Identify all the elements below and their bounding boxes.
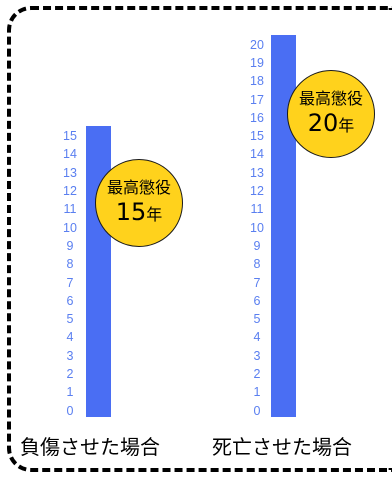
scale-tick-13: 13 — [250, 165, 264, 180]
scale-tick-8: 8 — [253, 257, 261, 272]
scale-tick-10: 10 — [63, 220, 77, 235]
scale-tick-11: 11 — [250, 202, 264, 217]
scale-tick-1: 1 — [253, 385, 261, 400]
death-scale: 20 19 18 17 16 15 14 13 12 11 10 9 8 7 6 5 4 3 2 1 0 — [246, 36, 268, 420]
scale-tick-7: 7 — [253, 275, 261, 290]
scale-tick-11: 11 — [63, 202, 77, 217]
badge-number: 20 — [307, 108, 339, 137]
scale-tick-12: 12 — [63, 184, 77, 199]
badge-number: 15 — [115, 197, 147, 226]
scale-tick-15: 15 — [63, 129, 77, 144]
badge-unit: 年 — [338, 115, 355, 135]
scale-tick-14: 14 — [250, 147, 264, 162]
scale-tick-1: 1 — [66, 385, 74, 400]
scale-tick-0: 0 — [253, 403, 261, 418]
scale-tick-18: 18 — [250, 74, 264, 89]
scale-tick-16: 16 — [250, 110, 264, 125]
death-badge: 最高懲役 20年 — [287, 70, 375, 158]
scale-tick-5: 5 — [66, 312, 74, 327]
injury-badge: 最高懲役 15年 — [95, 159, 183, 247]
injury-label: 負傷させた場合 — [20, 435, 160, 459]
scale-tick-2: 2 — [253, 367, 261, 382]
scale-tick-5: 5 — [253, 312, 261, 327]
badge-title: 最高懲役 — [298, 88, 363, 108]
scale-tick-6: 6 — [66, 293, 74, 308]
badge-value: 15年 — [116, 198, 163, 229]
scale-tick-13: 13 — [63, 165, 77, 180]
badge-value: 20年 — [308, 109, 355, 140]
scale-tick-12: 12 — [250, 184, 264, 199]
scale-tick-20: 20 — [250, 37, 264, 52]
scale-tick-19: 19 — [250, 55, 264, 70]
scale-tick-14: 14 — [63, 147, 77, 162]
scale-tick-2: 2 — [66, 367, 74, 382]
scale-tick-10: 10 — [250, 220, 264, 235]
injury-bar — [86, 126, 111, 417]
scale-tick-3: 3 — [66, 348, 74, 363]
scale-tick-9: 9 — [66, 238, 74, 253]
scale-tick-4: 4 — [253, 330, 261, 345]
scale-tick-4: 4 — [66, 330, 74, 345]
badge-unit: 年 — [146, 204, 163, 224]
injury-scale: 15 14 13 12 11 10 9 8 7 6 5 4 3 2 1 0 — [59, 127, 81, 420]
scale-tick-15: 15 — [250, 129, 264, 144]
death-label: 死亡させた場合 — [212, 435, 352, 459]
scale-tick-7: 7 — [66, 275, 74, 290]
badge-title: 最高懲役 — [106, 177, 171, 197]
dashed-frame — [7, 6, 392, 472]
scale-tick-17: 17 — [250, 92, 264, 107]
scale-tick-6: 6 — [253, 293, 261, 308]
scale-tick-0: 0 — [66, 403, 74, 418]
scale-tick-3: 3 — [253, 348, 261, 363]
scale-tick-9: 9 — [253, 238, 261, 253]
scale-tick-8: 8 — [66, 257, 74, 272]
